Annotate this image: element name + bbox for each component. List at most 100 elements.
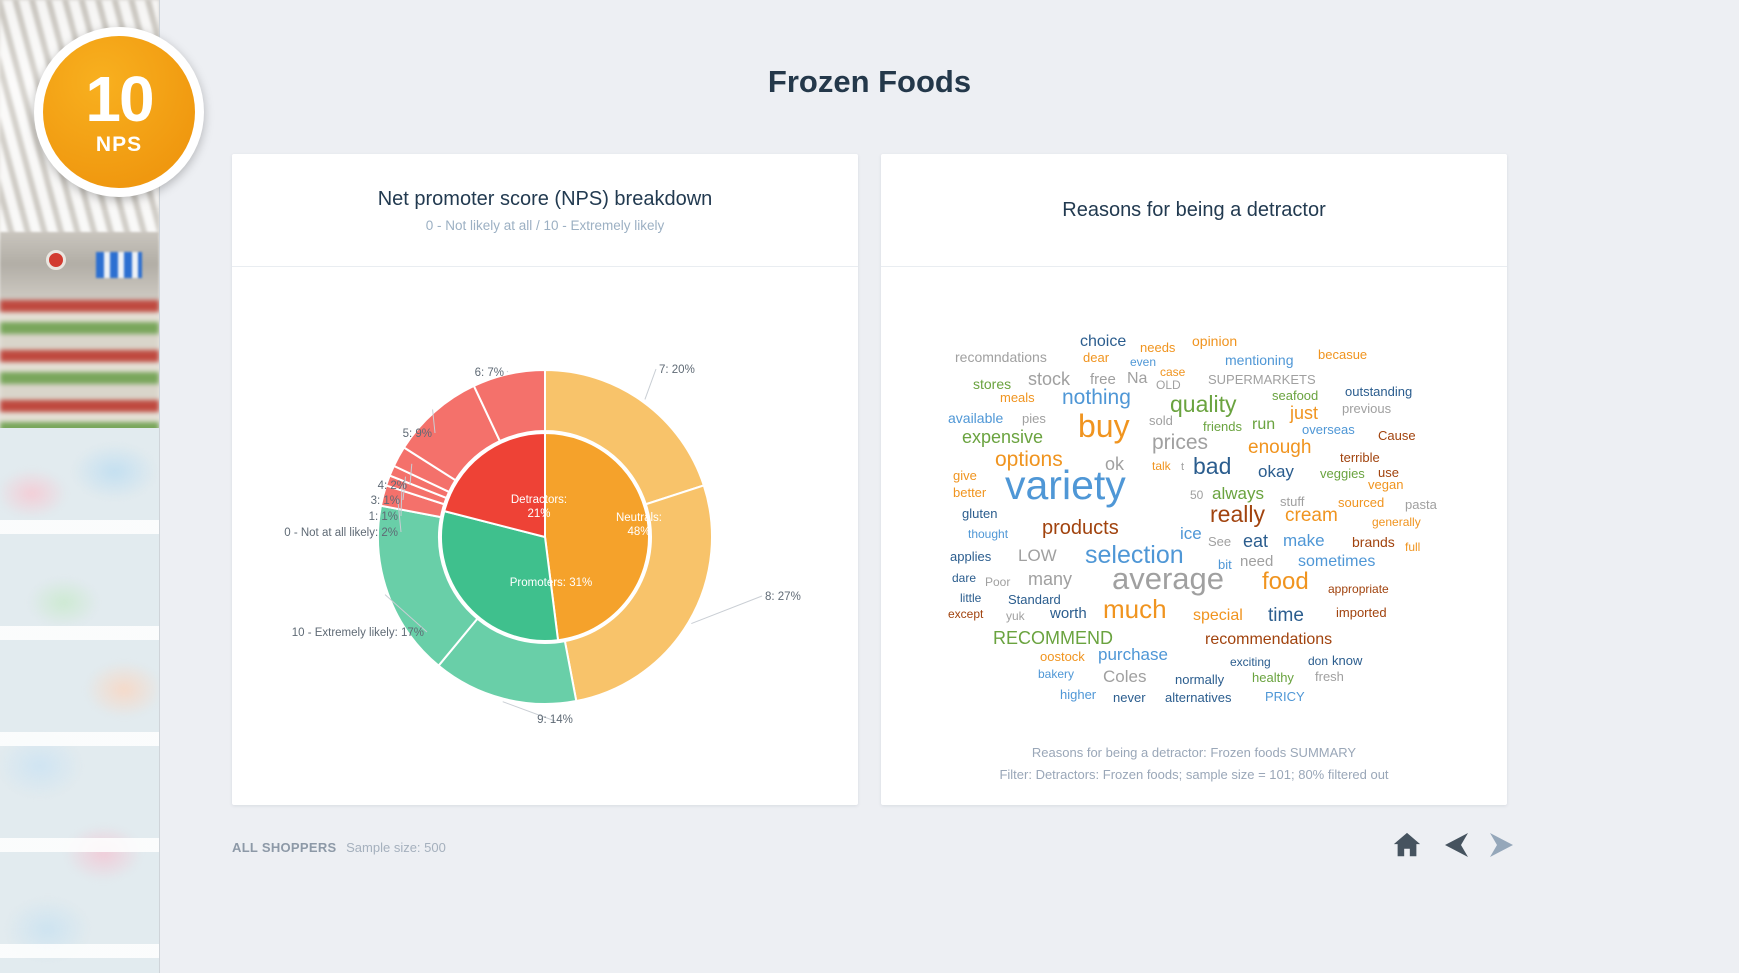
wordcloud-word: eat xyxy=(1243,531,1269,551)
wordcloud-word: average xyxy=(1112,561,1225,596)
wordcloud-word: food xyxy=(1262,568,1309,595)
nps-inner-label: 48% xyxy=(627,526,650,538)
wordcloud-word: previous xyxy=(1342,401,1392,416)
photo-layer-freezer xyxy=(0,428,159,973)
nps-label-leader xyxy=(409,463,413,486)
wordcloud-word: sometimes xyxy=(1298,553,1376,570)
wordcloud-word: case xyxy=(1160,365,1186,379)
wordcloud-word: bit xyxy=(1218,557,1232,572)
wordcloud-word: Na xyxy=(1127,370,1148,387)
wordcloud-word: appropriate xyxy=(1328,582,1389,596)
wordcloud-word: fresh xyxy=(1315,669,1344,684)
detractor-reasons-card: Reasons for being a detractor choice need… xyxy=(881,154,1507,805)
wordcloud-word: meals xyxy=(1000,390,1035,405)
wordcloud-word: talk xyxy=(1152,459,1171,473)
nps-inner-label: Promoters: 31% xyxy=(510,577,592,589)
nps-inner-label: Detractors: xyxy=(511,494,567,506)
wordcloud-word: little xyxy=(960,591,982,605)
wordcloud-word: use xyxy=(1378,465,1399,480)
nps-outer-segment xyxy=(472,368,546,443)
wordcloud-word: need xyxy=(1240,553,1274,570)
wordcloud-caption-filter: Filter: Detractors: Frozen foods; sample… xyxy=(999,767,1389,782)
wordcloud-word: sourced xyxy=(1338,495,1385,510)
wordcloud-word: always xyxy=(1212,484,1264,503)
wordcloud-word: know xyxy=(1332,653,1363,668)
wordcloud-captions: Reasons for being a detractor: Frozen fo… xyxy=(881,738,1507,782)
wordcloud-word: stores xyxy=(973,376,1012,392)
detractor-wordcloud: choice needs opinion recomndations dear even m… xyxy=(900,325,1480,725)
wordcloud-word: purchase xyxy=(1098,645,1168,664)
wordcloud-word: exciting xyxy=(1230,655,1271,669)
wordcloud-word: RECOMMEND xyxy=(993,628,1113,648)
wordcloud-word: ice xyxy=(1180,524,1202,543)
wordcloud-word: don xyxy=(1308,654,1329,668)
nps-outer-label: 5: 9% xyxy=(403,428,432,440)
nps-label-leader xyxy=(397,499,402,533)
wordcloud-word: opinion xyxy=(1192,333,1238,349)
wordcloud-word: variety xyxy=(1005,462,1126,508)
wordcloud-word: quality xyxy=(1170,391,1237,417)
wordcloud-word: seafood xyxy=(1272,388,1319,403)
wordcloud-word: bad xyxy=(1193,453,1232,479)
wordcloud-word: pies xyxy=(1022,411,1046,426)
wordcloud-word: Standard xyxy=(1008,592,1061,607)
wordcloud-word: okay xyxy=(1258,462,1294,481)
home-icon xyxy=(1392,830,1422,863)
wordcloud-word: better xyxy=(953,485,987,500)
nps-outer-label: 10 - Extremely likely: 17% xyxy=(292,627,424,639)
wordcloud-word: thought xyxy=(968,527,1009,541)
nps-card-title: Net promoter score (NPS) breakdown xyxy=(377,187,713,210)
wordcloud-word: yuk xyxy=(1006,609,1025,623)
forward-button[interactable] xyxy=(1486,829,1520,863)
nps-outer-label: 7: 20% xyxy=(659,364,695,376)
nps-outer-label: 8: 27% xyxy=(765,591,801,603)
wordcloud-word: enough xyxy=(1248,437,1312,458)
nps-outer-label: 1: 1% xyxy=(369,511,398,523)
nps-label-leader xyxy=(432,409,436,434)
nps-label-leader xyxy=(506,370,509,373)
wordcloud-word: bakery xyxy=(1038,667,1075,681)
detractor-card-title: Reasons for being a detractor xyxy=(1062,198,1326,221)
wordcloud-word: See xyxy=(1208,534,1232,549)
wordcloud-word: Cause xyxy=(1378,428,1416,443)
wordcloud-word: Poor xyxy=(985,575,1011,589)
wordcloud-word: never xyxy=(1113,690,1146,705)
wordcloud-word: give xyxy=(953,468,977,483)
wordcloud-word: Coles xyxy=(1103,667,1147,686)
wordcloud-word: applies xyxy=(950,549,992,564)
wordcloud-word: really xyxy=(1210,501,1265,527)
arrow-left-icon xyxy=(1439,829,1471,864)
wordcloud-word: except xyxy=(948,607,984,621)
home-button[interactable] xyxy=(1390,829,1424,863)
nps-label-leader xyxy=(384,594,428,633)
wordcloud-word: cream xyxy=(1285,505,1338,526)
nps-outer-label: 3: 1% xyxy=(371,495,400,507)
nps-badge-circle: 10 NPS xyxy=(43,36,195,188)
wordcloud-word: gluten xyxy=(962,506,998,521)
wordcloud-caption-summary: Reasons for being a detractor: Frozen fo… xyxy=(1031,745,1357,760)
nps-card-header: Net promoter score (NPS) breakdown 0 - N… xyxy=(232,154,858,267)
wordcloud-word: run xyxy=(1252,416,1276,433)
wordcloud-word: ok xyxy=(1105,454,1125,474)
wordcloud-word: options xyxy=(995,448,1063,471)
nps-inner-segment xyxy=(440,509,560,642)
wordcloud-word: brands xyxy=(1352,534,1395,550)
wordcloud-word: normally xyxy=(1175,672,1225,687)
wordcloud-word: 50 xyxy=(1190,488,1204,502)
nps-outer-label: 6: 7% xyxy=(475,367,504,379)
wordcloud-word: overseas xyxy=(1302,422,1355,437)
photo-layer-edges xyxy=(0,428,159,973)
wordcloud-word: becasue xyxy=(1318,347,1368,362)
wordcloud-word: pasta xyxy=(1405,497,1437,512)
wordcloud-word: healthy xyxy=(1252,670,1294,685)
wordcloud-word: stuff xyxy=(1280,494,1305,509)
back-button[interactable] xyxy=(1438,829,1472,863)
detractor-card-header: Reasons for being a detractor xyxy=(881,154,1507,267)
wordcloud-word: time xyxy=(1268,605,1304,626)
wordcloud-word: free xyxy=(1090,371,1116,388)
nps-outer-segment xyxy=(563,484,713,703)
wordcloud-word: worth xyxy=(1050,605,1087,622)
wordcloud-word: t xyxy=(1181,461,1185,473)
nps-inner-label: Neutrals: xyxy=(616,512,662,524)
wordcloud-word: terrible xyxy=(1340,450,1380,465)
